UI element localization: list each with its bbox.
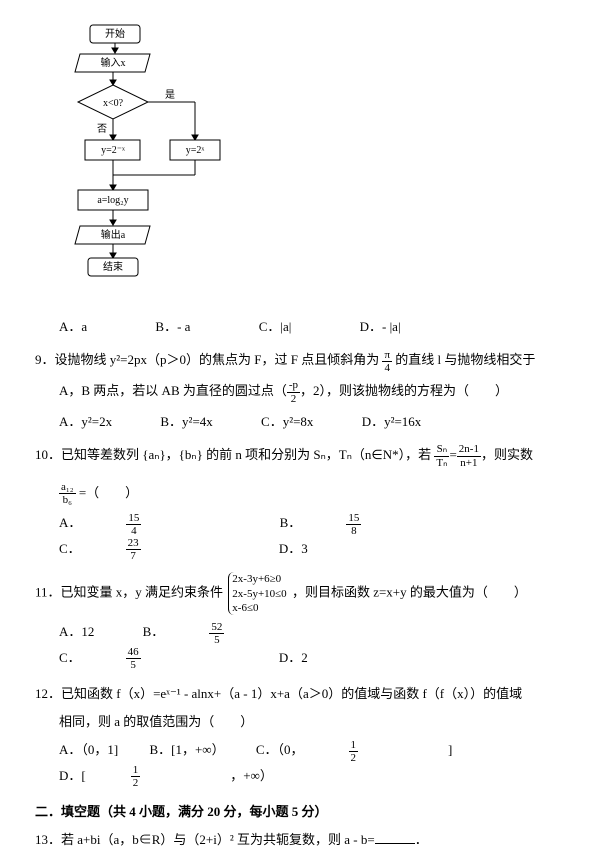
q10-stem-1: 10．已知等差数列 {aₙ}，{bₙ} 的前 n 项和分别为 Sₙ，Tₙ（n∈N… <box>35 447 431 462</box>
q9-stem-2a: A，B 两点，若以 AB 为直径的圆过点（ <box>59 383 287 398</box>
q8-opt-d: D．- |a| <box>360 315 401 338</box>
svg-text:结束: 结束 <box>103 260 123 273</box>
q10-opt-c: C．237 <box>59 537 231 563</box>
q9-opt-d: D．y²=16x <box>362 410 422 433</box>
constraint-block: 2x-3y+6≥0 2x-5y+10≤0 x-6≤0 <box>228 572 286 615</box>
q10-opt-b: B．158 <box>280 511 452 537</box>
c1: 2x-3y+6≥0 <box>232 572 286 586</box>
q13-stem-text: 13．若 a+bi（a，b∈R）与（2+i）² 互为共轭复数，则 a - b= <box>35 832 375 847</box>
q11-stem-1b: ，则目标函数 z=x+y 的最大值为（ ） <box>292 585 527 600</box>
q11-stem: 11．已知变量 x，y 满足约束条件 2x-3y+6≥0 2x-5y+10≤0 … <box>35 572 560 615</box>
q8-opt-c: C．|a| <box>259 315 292 338</box>
q11-opt-d: D．2 <box>279 646 308 669</box>
frac-pi-4: π4 <box>382 349 392 374</box>
svg-text:否: 否 <box>97 123 107 135</box>
svg-text:a=log₂y: a=log₂y <box>97 195 128 206</box>
q12-stem-1: 12．已知函数 f（x）=eˣ⁻¹ - alnx+（a - 1）x+a（a＞0）… <box>35 682 560 705</box>
q13-period: ． <box>415 832 428 847</box>
q11-stem-1: 11．已知变量 x，y 满足约束条件 <box>35 585 223 600</box>
svg-text:x<0?: x<0? <box>103 98 124 109</box>
blank <box>375 843 415 844</box>
svg-text:y=2⁻ˣ: y=2⁻ˣ <box>101 145 125 156</box>
frac-a12-b6: a₁₂b₆ <box>59 481 76 506</box>
q10-stem-2: a₁₂b₆ =（ ） <box>59 481 560 507</box>
q9-options: A．y²=2x B．y²=4x C．y²=8x D．y²=16x <box>59 410 560 433</box>
q9-stem-2b: ，2），则该抛物线的方程为（ ） <box>300 383 508 398</box>
q12-opt-d: D．[12，+∞） <box>59 764 318 790</box>
q11-options: A．12 B．525 C．465 D．2 <box>59 620 560 671</box>
q9-opt-b: B．y²=4x <box>160 410 212 433</box>
q10-options: A．154 B．158 C．237 D．3 <box>59 511 560 562</box>
q11-opt-c: C．465 <box>59 646 231 672</box>
q10-stem-2b: =（ ） <box>79 485 138 500</box>
flowchart: 开始 输入x x<0? 是 否 y=2⁻ˣ y=2ˣ a=log₂y 输出a 结… <box>60 20 560 300</box>
q12-opt-b: B．[1，+∞） <box>149 738 224 761</box>
q12-opt-c: C．（0，12] <box>256 738 498 764</box>
q10-stem-1b: ，则实数 <box>481 447 533 462</box>
q9-stem: 9．设抛物线 y²=2px（p＞0）的焦点为 F，过 F 点且倾斜角为 π4 的… <box>35 348 560 374</box>
frac-mp-2: -p2 <box>287 379 300 404</box>
q13-stem: 13．若 a+bi（a，b∈R）与（2+i）² 互为共轭复数，则 a - b= ． <box>35 828 560 851</box>
svg-text:y=2ˣ: y=2ˣ <box>186 145 205 156</box>
q9-opt-c: C．y²=8x <box>261 410 313 433</box>
c2: 2x-5y+10≤0 <box>232 587 286 601</box>
flowchart-svg: 开始 输入x x<0? 是 否 y=2⁻ˣ y=2ˣ a=log₂y 输出a 结… <box>60 20 250 300</box>
q9-stem-2: A，B 两点，若以 AB 为直径的圆过点（-p2，2），则该抛物线的方程为（ ） <box>59 379 560 405</box>
q11-opt-a: A．12 <box>59 620 94 643</box>
q10-opt-a: A．154 <box>59 511 231 537</box>
q10-opt-d: D．3 <box>279 537 308 560</box>
svg-text:是: 是 <box>165 89 175 101</box>
svg-text:输出a: 输出a <box>101 228 126 241</box>
q8-opt-b: B．- a <box>155 315 190 338</box>
q10-eq: = <box>449 447 456 462</box>
frac-2n1: 2n-1n+1 <box>457 443 481 468</box>
q11-opt-b: B．525 <box>143 620 315 646</box>
q10-stem: 10．已知等差数列 {aₙ}，{bₙ} 的前 n 项和分别为 Sₙ，Tₙ（n∈N… <box>35 443 560 469</box>
section-2-title: 二．填空题（共 4 小题，满分 20 分，每小题 5 分） <box>35 800 560 823</box>
svg-text:开始: 开始 <box>105 27 125 40</box>
q8-opt-a: A．a <box>59 315 87 338</box>
q12-options: A．（0，1] B．[1，+∞） C．（0，12] D．[12，+∞） <box>59 738 580 789</box>
q9-stem-1: 9．设抛物线 y²=2px（p＞0）的焦点为 F，过 F 点且倾斜角为 <box>35 352 379 367</box>
q8-options: A．a B．- a C．|a| D．- |a| <box>59 315 560 338</box>
frac-sn-tn: SₙTₙ <box>434 443 449 468</box>
c3: x-6≤0 <box>232 601 286 615</box>
q12-opt-a: A．（0，1] <box>59 738 118 761</box>
svg-text:输入x: 输入x <box>101 56 126 69</box>
q9-opt-a: A．y²=2x <box>59 410 112 433</box>
q12-stem-2: 相同，则 a 的取值范围为（ ） <box>59 710 560 733</box>
q9-stem-1b: 的直线 l 与抛物线相交于 <box>395 352 535 367</box>
